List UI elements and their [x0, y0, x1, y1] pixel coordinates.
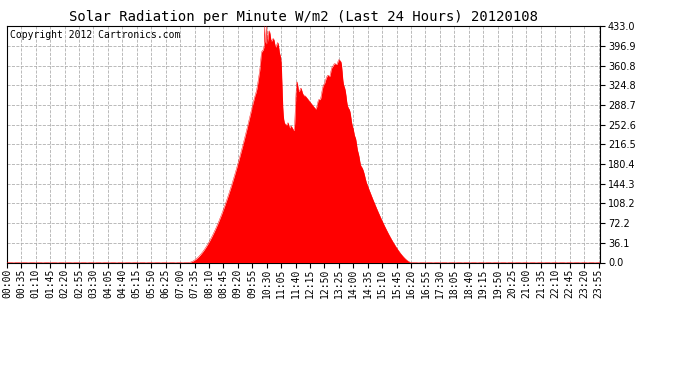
Title: Solar Radiation per Minute W/m2 (Last 24 Hours) 20120108: Solar Radiation per Minute W/m2 (Last 24…	[69, 10, 538, 24]
Text: Copyright 2012 Cartronics.com: Copyright 2012 Cartronics.com	[10, 30, 180, 40]
